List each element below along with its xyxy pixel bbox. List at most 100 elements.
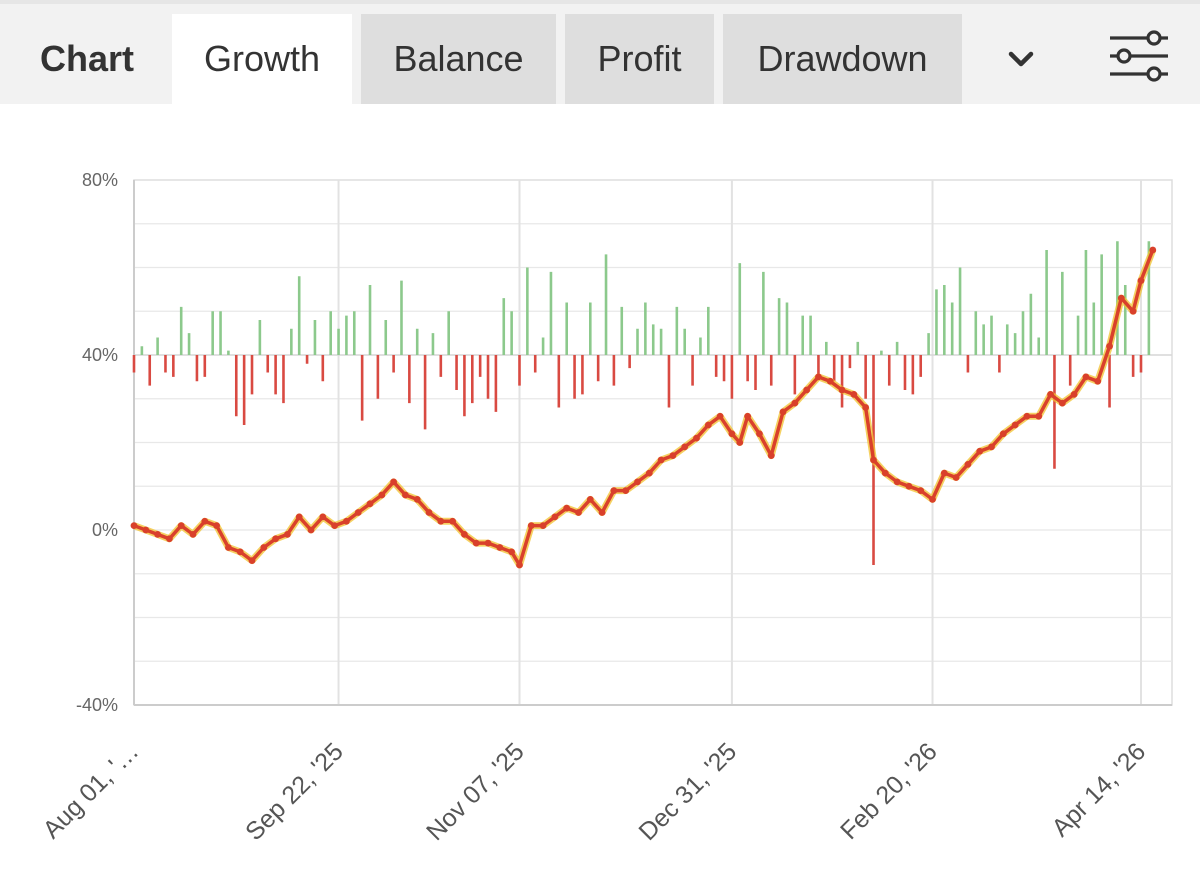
- growth-point: [284, 530, 291, 538]
- chart-grid: [133, 179, 1173, 706]
- growth-point: [586, 495, 594, 503]
- growth-point: [657, 456, 665, 464]
- growth-point: [331, 522, 339, 530]
- growth-point: [756, 430, 763, 438]
- growth-point: [693, 434, 700, 442]
- x-tick-label: Aug 01, '…: [38, 737, 145, 844]
- growth-point: [736, 439, 744, 446]
- growth-point: [236, 548, 244, 556]
- growth-point: [622, 487, 630, 495]
- growth-point: [402, 491, 409, 499]
- growth-line: [133, 249, 1155, 567]
- growth-point: [166, 535, 173, 543]
- y-tick-label: 80%: [82, 170, 118, 190]
- growth-point: [1082, 373, 1090, 381]
- growth-point: [563, 504, 571, 512]
- growth-point: [425, 509, 433, 516]
- growth-point: [260, 544, 268, 551]
- growth-point: [390, 478, 398, 486]
- growth-point: [154, 530, 162, 538]
- growth-point: [976, 447, 984, 455]
- tab-drawdown[interactable]: Drawdown: [723, 14, 962, 104]
- growth-point: [803, 386, 811, 394]
- growth-point: [893, 478, 901, 486]
- growth-point: [1035, 412, 1043, 420]
- growth-point: [1011, 421, 1019, 429]
- tab-growth[interactable]: Growth: [172, 14, 352, 104]
- growth-point: [681, 443, 689, 451]
- growth-point: [826, 377, 834, 385]
- chevron-down-icon[interactable]: [1005, 45, 1037, 73]
- growth-point: [177, 522, 185, 530]
- growth-point: [213, 522, 221, 530]
- growth-point: [539, 522, 547, 530]
- x-tick-label: Sep 22, '25: [240, 737, 349, 846]
- growth-point: [1149, 246, 1157, 254]
- growth-point: [516, 561, 523, 569]
- growth-point: [319, 513, 327, 521]
- tab-profit[interactable]: Profit: [565, 14, 714, 104]
- growth-point: [645, 469, 653, 477]
- growth-point: [461, 530, 468, 538]
- growth-point: [728, 430, 736, 438]
- y-tick-label: 40%: [82, 345, 118, 365]
- growth-point: [472, 539, 480, 547]
- equity-line: [132, 248, 1157, 569]
- growth-point: [779, 408, 787, 416]
- growth-chart: 80% 40% 0% -40% Aug 01, '… Sep 22, '25 Nov 07,…: [38, 170, 1173, 846]
- tab-balance[interactable]: Balance: [361, 14, 556, 104]
- growth-point: [1106, 342, 1113, 350]
- growth-point: [1117, 294, 1125, 302]
- growth-point: [575, 509, 582, 516]
- growth-point: [354, 509, 362, 516]
- growth-point: [988, 443, 995, 451]
- growth-point: [815, 373, 822, 381]
- x-tick-label: Apr 14, '26: [1046, 737, 1151, 842]
- growth-point: [437, 517, 445, 525]
- growth-point: [862, 404, 870, 411]
- growth-point: [189, 530, 197, 538]
- growth-point: [1058, 399, 1066, 407]
- growth-point: [343, 517, 350, 525]
- growth-point: [1023, 412, 1031, 420]
- growth-point: [413, 495, 421, 503]
- y-tick-label: -40%: [76, 695, 118, 715]
- growth-point: [917, 487, 925, 495]
- growth-point: [1094, 377, 1102, 385]
- growth-point: [378, 491, 386, 499]
- growth-point: [634, 478, 641, 486]
- growth-point: [940, 469, 948, 477]
- growth-point: [527, 522, 535, 530]
- growth-point: [999, 430, 1007, 438]
- growth-point: [850, 390, 858, 398]
- growth-point: [905, 482, 913, 490]
- sliders-icon[interactable]: [1108, 28, 1170, 84]
- growth-point: [484, 539, 492, 547]
- growth-point: [870, 456, 877, 464]
- y-tick-label: 0%: [92, 520, 118, 540]
- daily-change-bars: [132, 241, 1151, 565]
- growth-point: [952, 474, 960, 481]
- growth-point: [929, 495, 936, 503]
- growth-point: [744, 412, 752, 420]
- growth-point: [610, 487, 618, 495]
- growth-point: [1070, 390, 1078, 398]
- growth-point: [201, 517, 209, 525]
- growth-point: [366, 500, 374, 508]
- growth-point: [272, 535, 280, 543]
- growth-point: [838, 386, 846, 394]
- growth-point: [791, 399, 799, 407]
- growth-point: [767, 452, 775, 460]
- growth-point: [964, 460, 972, 468]
- x-tick-label: Dec 31, '25: [633, 737, 742, 846]
- growth-point: [307, 526, 315, 534]
- growth-point: [669, 452, 677, 460]
- growth-point: [248, 557, 256, 565]
- growth-point: [130, 522, 138, 530]
- growth-point: [551, 513, 559, 521]
- growth-point: [1137, 277, 1145, 285]
- growth-point: [225, 544, 232, 551]
- growth-point: [449, 517, 457, 525]
- growth-series: [130, 246, 1157, 569]
- growth-point: [1047, 390, 1054, 398]
